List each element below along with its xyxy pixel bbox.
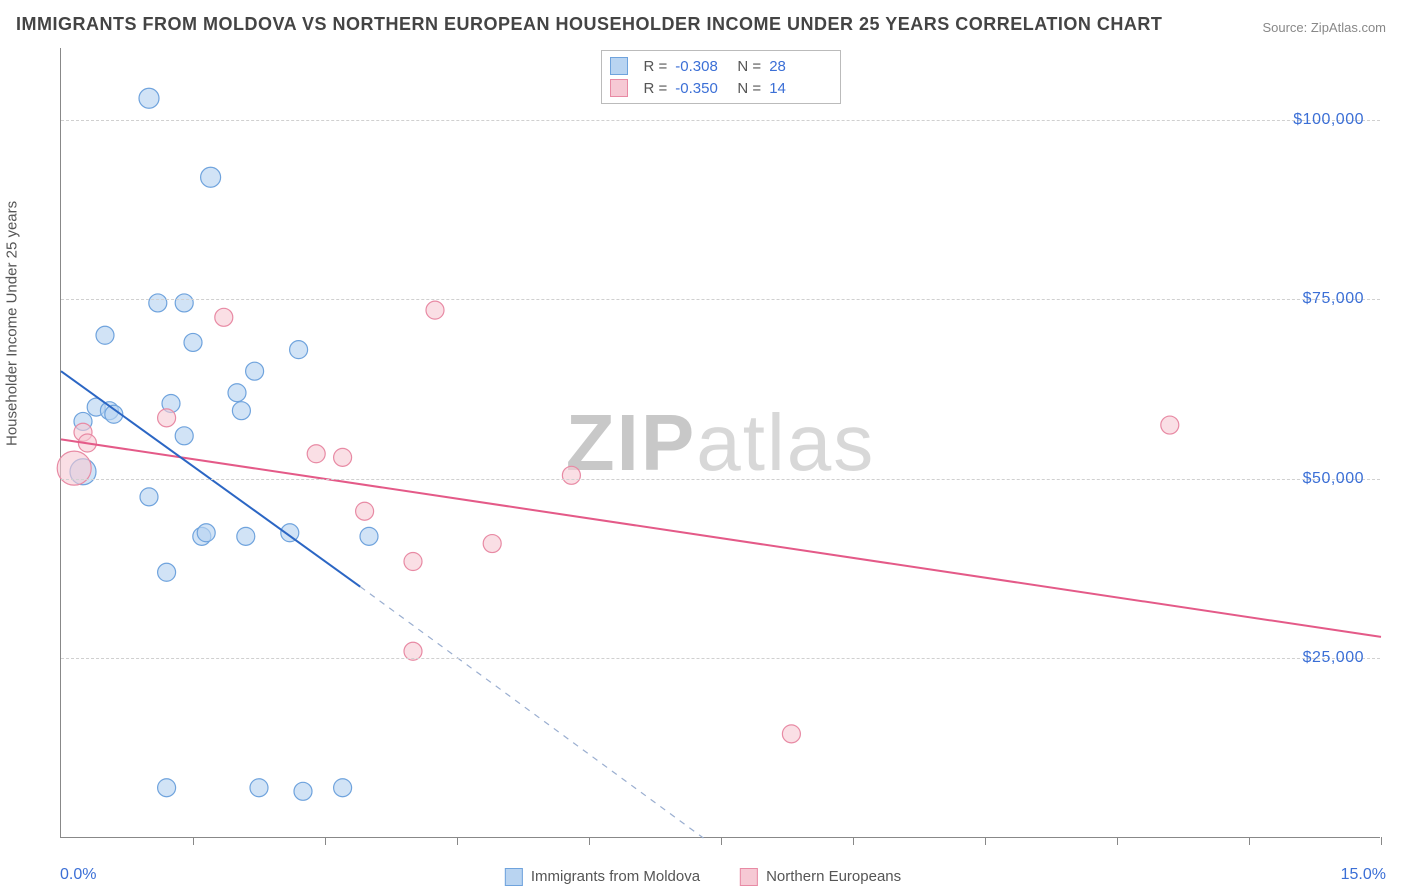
bottom-legend: Immigrants from Moldova Northern European… xyxy=(505,868,901,886)
x-axis-min-label: 0.0% xyxy=(60,866,96,884)
x-axis-max-label: 15.0% xyxy=(1341,866,1386,884)
x-tick xyxy=(721,837,722,845)
data-point xyxy=(483,535,501,553)
y-tick-label: $75,000 xyxy=(1303,290,1364,308)
stat-n-label: N = xyxy=(733,80,761,97)
data-point xyxy=(281,524,299,542)
data-point xyxy=(232,402,250,420)
source-label: Source: ZipAtlas.com xyxy=(1262,20,1386,35)
data-point xyxy=(426,301,444,319)
y-tick-label: $100,000 xyxy=(1293,111,1364,129)
y-tick-label: $50,000 xyxy=(1303,470,1364,488)
x-tick xyxy=(325,837,326,845)
data-point xyxy=(139,88,159,108)
chart-title: IMMIGRANTS FROM MOLDOVA VS NORTHERN EURO… xyxy=(16,14,1162,35)
stat-row: R = -0.308 N = 28 xyxy=(610,55,832,77)
x-tick xyxy=(1117,837,1118,845)
data-point xyxy=(1161,416,1179,434)
y-axis-label: Householder Income Under 25 years xyxy=(4,201,21,446)
x-tick xyxy=(853,837,854,845)
gridline xyxy=(61,120,1380,121)
x-tick xyxy=(1249,837,1250,845)
data-point xyxy=(294,782,312,800)
stat-legend-box: R = -0.308 N = 28 R = -0.350 N = 14 xyxy=(601,50,841,104)
data-point xyxy=(334,779,352,797)
x-tick xyxy=(985,837,986,845)
legend-item: Northern Europeans xyxy=(740,868,901,886)
stat-n-label: N = xyxy=(733,58,761,75)
stat-r-value: -0.308 xyxy=(675,58,725,75)
data-point xyxy=(96,326,114,344)
data-point xyxy=(228,384,246,402)
gridline xyxy=(61,658,1380,659)
data-point xyxy=(158,779,176,797)
legend-label: Immigrants from Moldova xyxy=(531,868,700,885)
data-point xyxy=(158,563,176,581)
trend-line xyxy=(360,587,703,838)
data-point xyxy=(334,448,352,466)
data-point xyxy=(782,725,800,743)
x-tick xyxy=(457,837,458,845)
data-point xyxy=(404,553,422,571)
data-point xyxy=(197,524,215,542)
legend-swatch xyxy=(610,79,628,97)
data-point xyxy=(140,488,158,506)
data-point xyxy=(175,427,193,445)
x-tick xyxy=(1381,837,1382,845)
data-point xyxy=(250,779,268,797)
stat-r-label: R = xyxy=(644,58,668,75)
data-point xyxy=(356,502,374,520)
data-point xyxy=(57,451,91,485)
stat-r-label: R = xyxy=(644,80,668,97)
stat-row: R = -0.350 N = 14 xyxy=(610,77,832,99)
gridline xyxy=(61,299,1380,300)
x-tick xyxy=(193,837,194,845)
trend-line xyxy=(61,439,1381,637)
legend-label: Northern Europeans xyxy=(766,868,901,885)
stat-n-value: 28 xyxy=(769,58,819,75)
data-point xyxy=(237,527,255,545)
stat-n-value: 14 xyxy=(769,80,819,97)
data-point xyxy=(246,362,264,380)
data-point xyxy=(175,294,193,312)
legend-swatch xyxy=(610,57,628,75)
legend-swatch xyxy=(505,868,523,886)
data-point xyxy=(149,294,167,312)
data-point xyxy=(562,466,580,484)
data-point xyxy=(215,308,233,326)
data-point xyxy=(201,167,221,187)
legend-swatch xyxy=(740,868,758,886)
data-point xyxy=(290,341,308,359)
data-point xyxy=(158,409,176,427)
scatter-svg xyxy=(61,48,1380,837)
legend-item: Immigrants from Moldova xyxy=(505,868,700,886)
gridline xyxy=(61,479,1380,480)
x-tick xyxy=(589,837,590,845)
stat-r-value: -0.350 xyxy=(675,80,725,97)
data-point xyxy=(184,333,202,351)
y-tick-label: $25,000 xyxy=(1303,649,1364,667)
data-point xyxy=(307,445,325,463)
data-point xyxy=(360,527,378,545)
chart-plot-area: ZIPatlas R =-0.308 N =28R =-0.350 N =14 … xyxy=(60,48,1380,838)
